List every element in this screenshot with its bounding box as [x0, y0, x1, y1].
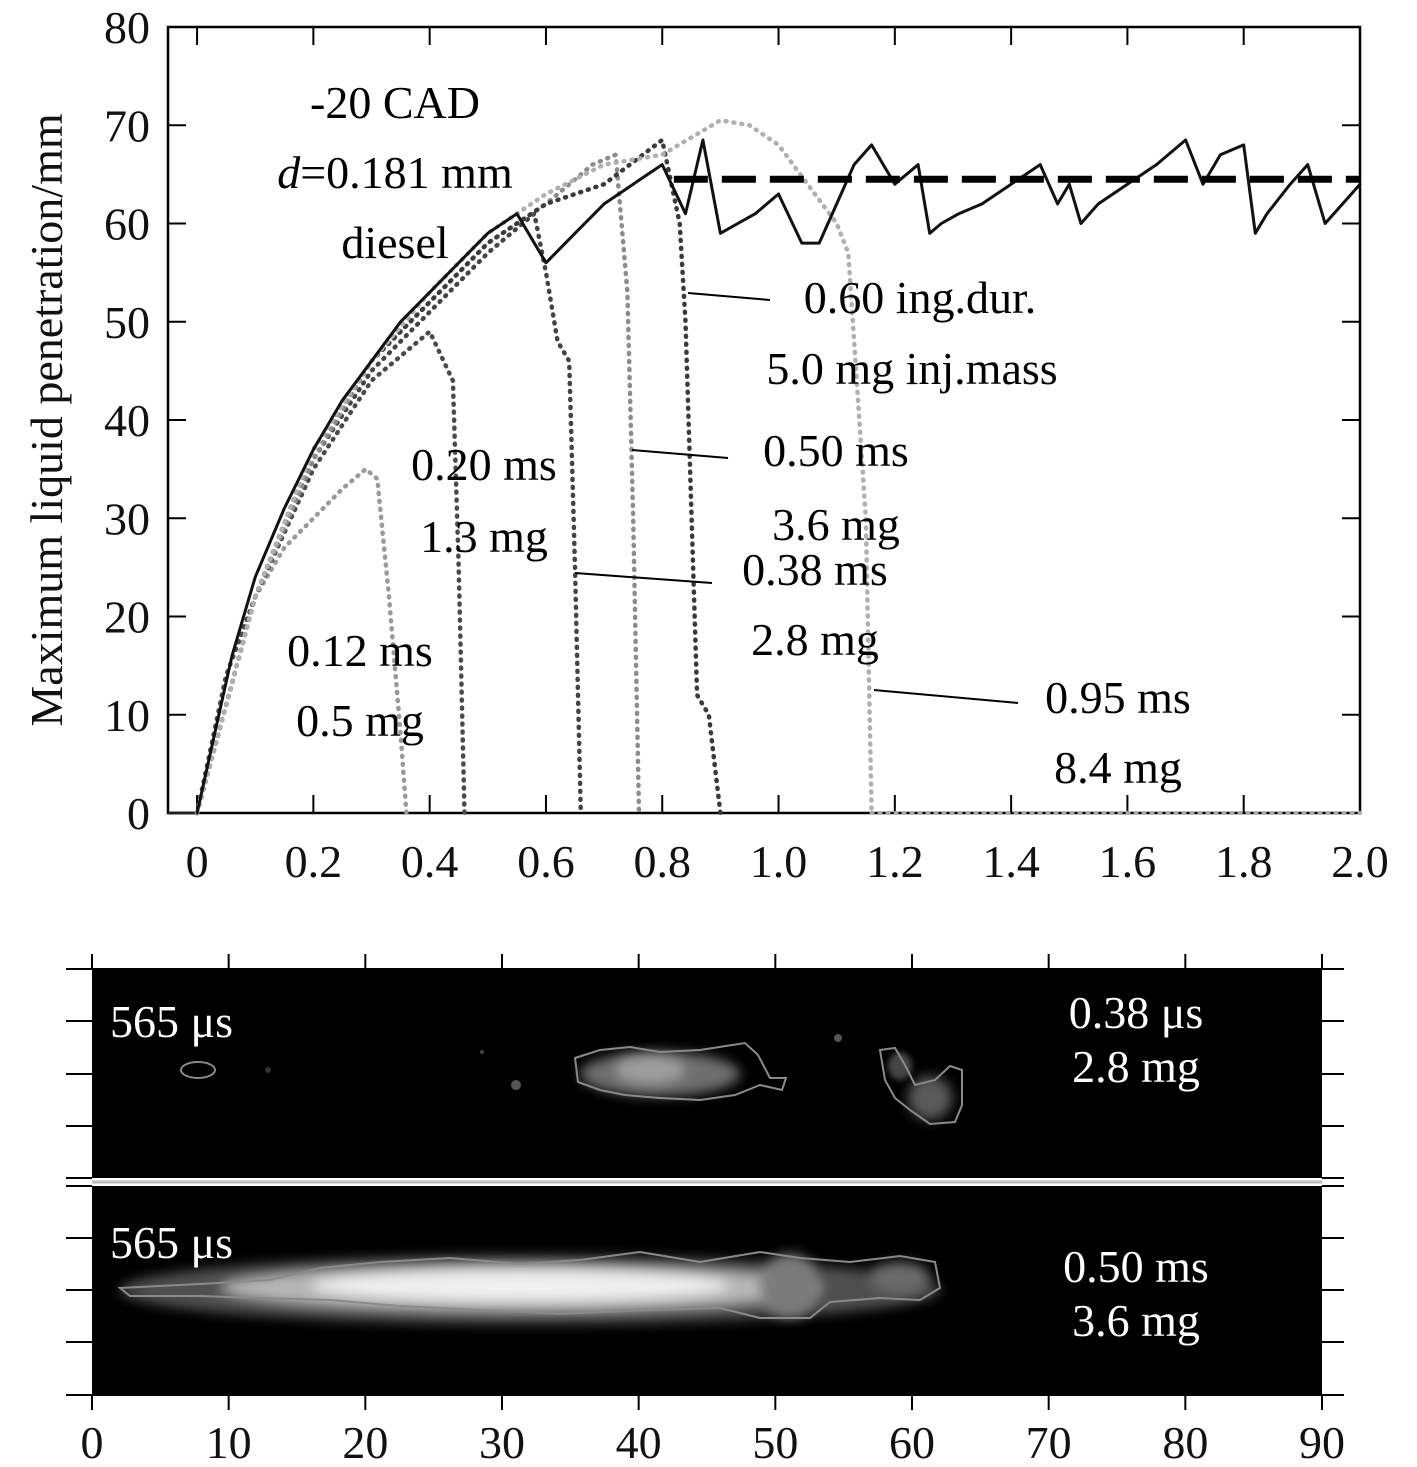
leader-lines [574, 292, 1019, 704]
panel-2-duration-label: 0.50 ms [1063, 1241, 1209, 1292]
annotation-0-60-mass: 5.0 mg inj.mass [766, 343, 1057, 394]
panel-1-duration-label: 0.38 μs [1069, 987, 1204, 1038]
panel-x-tick-label: 50 [752, 1417, 798, 1467]
annotation-0-12-mass: 0.5 mg [296, 695, 424, 746]
panel-x-tick-label: 70 [1026, 1417, 1072, 1467]
annotation-0-20-duration: 0.20 ms [411, 439, 557, 490]
leader-0-50 [631, 449, 729, 459]
leader-0-38 [574, 572, 713, 584]
y-tick-label: 70 [104, 100, 150, 151]
panel-x-tick-label: 40 [616, 1417, 662, 1467]
image-panel-2: 565 μs 0.50 ms 3.6 mg [92, 1186, 1322, 1395]
panel-x-tick-label: 60 [889, 1417, 935, 1467]
spray-blob [760, 1254, 820, 1318]
y-tick-label: 60 [104, 199, 150, 250]
condition-diameter: d=0.181 mm [277, 147, 513, 198]
annotation-0-95-mass: 8.4 mg [1054, 742, 1182, 793]
spray-contour [180, 1061, 216, 1079]
y-tick-label: 10 [104, 690, 150, 741]
x-tick-label: 1.0 [750, 836, 808, 887]
y-tick-label: 20 [104, 592, 150, 643]
annotation-0-12-duration: 0.12 ms [287, 625, 433, 676]
droplet [511, 1080, 521, 1090]
panel-1-time-label: 565 μs [110, 996, 233, 1047]
panel-x-tick-labels: 0 10 20 30 40 50 60 70 80 90 [81, 1417, 1346, 1467]
droplet [834, 1034, 842, 1042]
panel-x-tick-label: 30 [479, 1417, 525, 1467]
x-tick-labels: 0 0.2 0.4 0.6 0.8 1.0 1.2 1.4 1.6 1.8 2.0 [186, 836, 1389, 887]
y-tick-label: 80 [104, 2, 150, 53]
leader-0-95 [873, 689, 1019, 704]
panel-axis-ticks [66, 954, 1344, 1410]
panel-x-tick-label: 80 [1162, 1417, 1208, 1467]
y-axis-label: Maximum liquid penetration/mm [21, 113, 72, 726]
y-tick-labels: 0 10 20 30 40 50 60 70 80 [104, 2, 150, 839]
annotation-0-20-mass: 1.3 mg [420, 511, 548, 562]
y-tick-label: 50 [104, 297, 150, 348]
annotation-0-95-duration: 0.95 ms [1045, 672, 1191, 723]
leader-0-60 [687, 292, 771, 301]
panel-x-tick-label: 10 [206, 1417, 252, 1467]
x-tick-label: 0.8 [633, 836, 691, 887]
x-tick-label: 0 [186, 836, 209, 887]
condition-cad: -20 CAD [310, 77, 480, 128]
panel-1-mass-label: 2.8 mg [1072, 1041, 1200, 1092]
panel-2-mass-label: 3.6 mg [1072, 1295, 1200, 1346]
y-tick-label: 40 [104, 395, 150, 446]
y-tick-label: 0 [127, 788, 150, 839]
axis-ticks [168, 26, 1361, 814]
spray-blob [888, 1052, 912, 1080]
droplet [265, 1067, 271, 1073]
x-tick-label: 0.4 [401, 836, 459, 887]
x-tick-label: 1.2 [866, 836, 924, 887]
series-line-dotted [194, 211, 584, 816]
image-panel-1: 565 μs 0.38 μs 2.8 mg [92, 969, 1322, 1178]
x-tick-label: 2.0 [1331, 836, 1389, 887]
condition-fuel: diesel [341, 217, 448, 268]
x-tick-label: 1.6 [1099, 836, 1157, 887]
series-annotations: 0.12 ms 0.5 mg 0.20 ms 1.3 mg 0.38 ms 2.… [287, 272, 1191, 793]
panel-x-tick-label: 0 [81, 1417, 104, 1467]
annotation-0-50-mass: 3.6 mg [772, 499, 900, 550]
panel-1-spray [180, 1034, 963, 1126]
x-tick-label: 0.6 [517, 836, 575, 887]
series-line-dotted [194, 118, 874, 816]
series-line-dotted [194, 466, 409, 816]
spray-contour [573, 1041, 788, 1102]
spray-contour [878, 1046, 963, 1126]
spray-image-panels: 565 μs 0.38 μs 2.8 mg 565 μs 0.50 ms 3.6… [66, 954, 1345, 1467]
annotation-0-38-mass: 2.8 mg [751, 614, 879, 665]
panel-x-tick-label: 20 [342, 1417, 388, 1467]
y-tick-label: 30 [104, 493, 150, 544]
spray-blob [310, 1271, 730, 1301]
panel-x-tick-label: 90 [1299, 1417, 1345, 1467]
panel-2-time-label: 565 μs [110, 1217, 233, 1268]
spray-blob [908, 1076, 952, 1120]
spray-blob [615, 1056, 685, 1084]
x-tick-label: 1.4 [982, 836, 1040, 887]
annotation-0-50-duration: 0.50 ms [763, 425, 909, 476]
penetration-chart: 0 0.2 0.4 0.6 0.8 1.0 1.2 1.4 1.6 1.8 2.0 0 10 20 30 4… [21, 2, 1389, 887]
x-tick-label: 0.2 [285, 836, 343, 887]
spray-contour [117, 1250, 942, 1319]
droplet [480, 1050, 484, 1054]
annotation-0-38-duration: 0.38 ms [742, 544, 888, 595]
x-tick-label: 1.8 [1215, 836, 1273, 887]
panel-2-spray [117, 1250, 942, 1324]
annotation-0-60-duration: 0.60 ing.dur. [804, 272, 1037, 323]
spray-blob [870, 1262, 930, 1294]
series-line-dotted [194, 329, 467, 816]
